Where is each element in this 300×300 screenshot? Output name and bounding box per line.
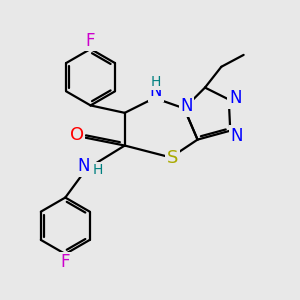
Text: F: F: [86, 32, 95, 50]
Text: N: N: [77, 157, 90, 175]
Text: N: N: [230, 127, 243, 145]
Text: N: N: [229, 89, 242, 107]
Text: N: N: [150, 82, 162, 100]
Text: S: S: [167, 149, 178, 167]
Text: H: H: [151, 75, 161, 89]
Text: O: O: [70, 126, 84, 144]
Text: F: F: [61, 253, 70, 271]
Text: H: H: [93, 163, 103, 177]
Text: N: N: [180, 97, 193, 115]
